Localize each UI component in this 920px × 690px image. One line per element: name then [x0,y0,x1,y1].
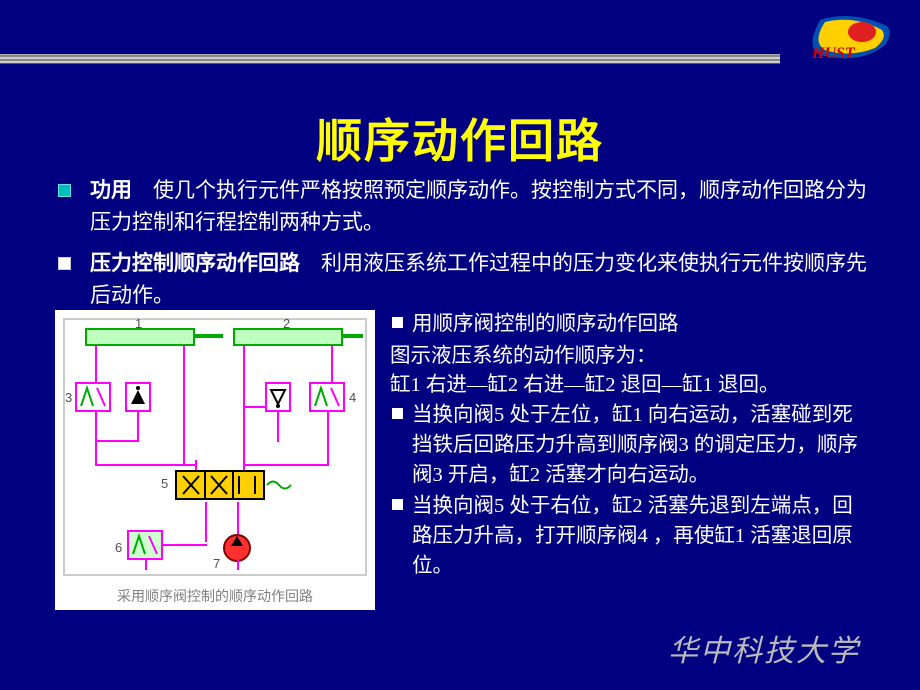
bullet-text: 使几个执行元件严格按照预定顺序动作。按控制方式不同，顺序动作回路分为压力控制和行… [90,178,867,234]
right-item-3: 当换向阀5 处于左位，缸1 向右运动，活塞碰到死挡铁后回路压力升高到顺序阀3 的… [390,401,870,490]
right-item-4: 当换向阀5 处于右位，缸2 活塞先退到左端点，回路压力升高，打开顺序阀4 ，再使… [390,492,870,581]
right-item-1: 用顺序阀控制的顺序动作回路 [390,310,870,340]
content-area: 功用 使几个执行元件严格按照预定顺序动作。按控制方式不同，顺序动作回路分为压力控… [50,175,880,321]
square-bullet-icon [392,317,403,328]
right-item-2b: 缸1 右进—缸2 右进—缸2 退回—缸1 退回。 [390,371,870,401]
right-item-2a: 图示液压系统的动作顺序为： [390,342,870,372]
diagram-label-5: 5 [161,476,168,491]
bullet-function: 功用 使几个执行元件严格按照预定顺序动作。按控制方式不同，顺序动作回路分为压力控… [50,175,880,238]
square-bullet-icon [58,257,71,270]
diagram-caption: 采用顺序阀控制的顺序动作回路 [55,586,375,606]
diagram-schematic: 1 2 3 4 5 6 7 [63,318,367,576]
diagram-label-2: 2 [283,316,290,331]
text: 当换向阀5 处于右位，缸2 活塞先退到左端点，回路压力升高，打开顺序阀4 ，再使… [412,495,853,576]
slide-title: 顺序动作回路 [0,105,920,171]
square-bullet-icon [392,408,403,419]
text: 当换向阀5 处于左位，缸1 向右运动，活塞碰到死挡铁后回路压力升高到顺序阀3 的… [412,404,858,485]
footer-university: 华中科技大学 [668,626,860,670]
square-bullet-icon [58,184,71,197]
mid-section: 1 2 3 4 5 6 7 采用顺序阀控制的顺序动作回路 用顺序阀控制的顺序动作… [55,310,885,610]
hust-logo: HUST [800,10,900,80]
bullet-label: 功用 [90,178,132,202]
text: 用顺序阀控制的顺序动作回路 [412,313,679,335]
diagram-label-4: 4 [349,390,356,405]
hydraulic-diagram: 1 2 3 4 5 6 7 采用顺序阀控制的顺序动作回路 [55,310,375,610]
square-bullet-icon [392,499,403,510]
bullet-pressure: 压力控制顺序动作回路 利用液压系统工作过程中的压力变化来使执行元件按顺序先后动作… [50,248,880,311]
diagram-label-7: 7 [213,556,220,571]
diagram-label-6: 6 [115,540,122,555]
diagram-label-1: 1 [135,316,142,331]
right-text-block: 用顺序阀控制的顺序动作回路 图示液压系统的动作顺序为： 缸1 右进—缸2 右进—… [390,310,870,583]
header-rule [0,54,780,64]
svg-text:HUST: HUST [811,45,856,62]
bullet-label: 压力控制顺序动作回路 [90,251,300,275]
diagram-label-3: 3 [65,390,72,405]
